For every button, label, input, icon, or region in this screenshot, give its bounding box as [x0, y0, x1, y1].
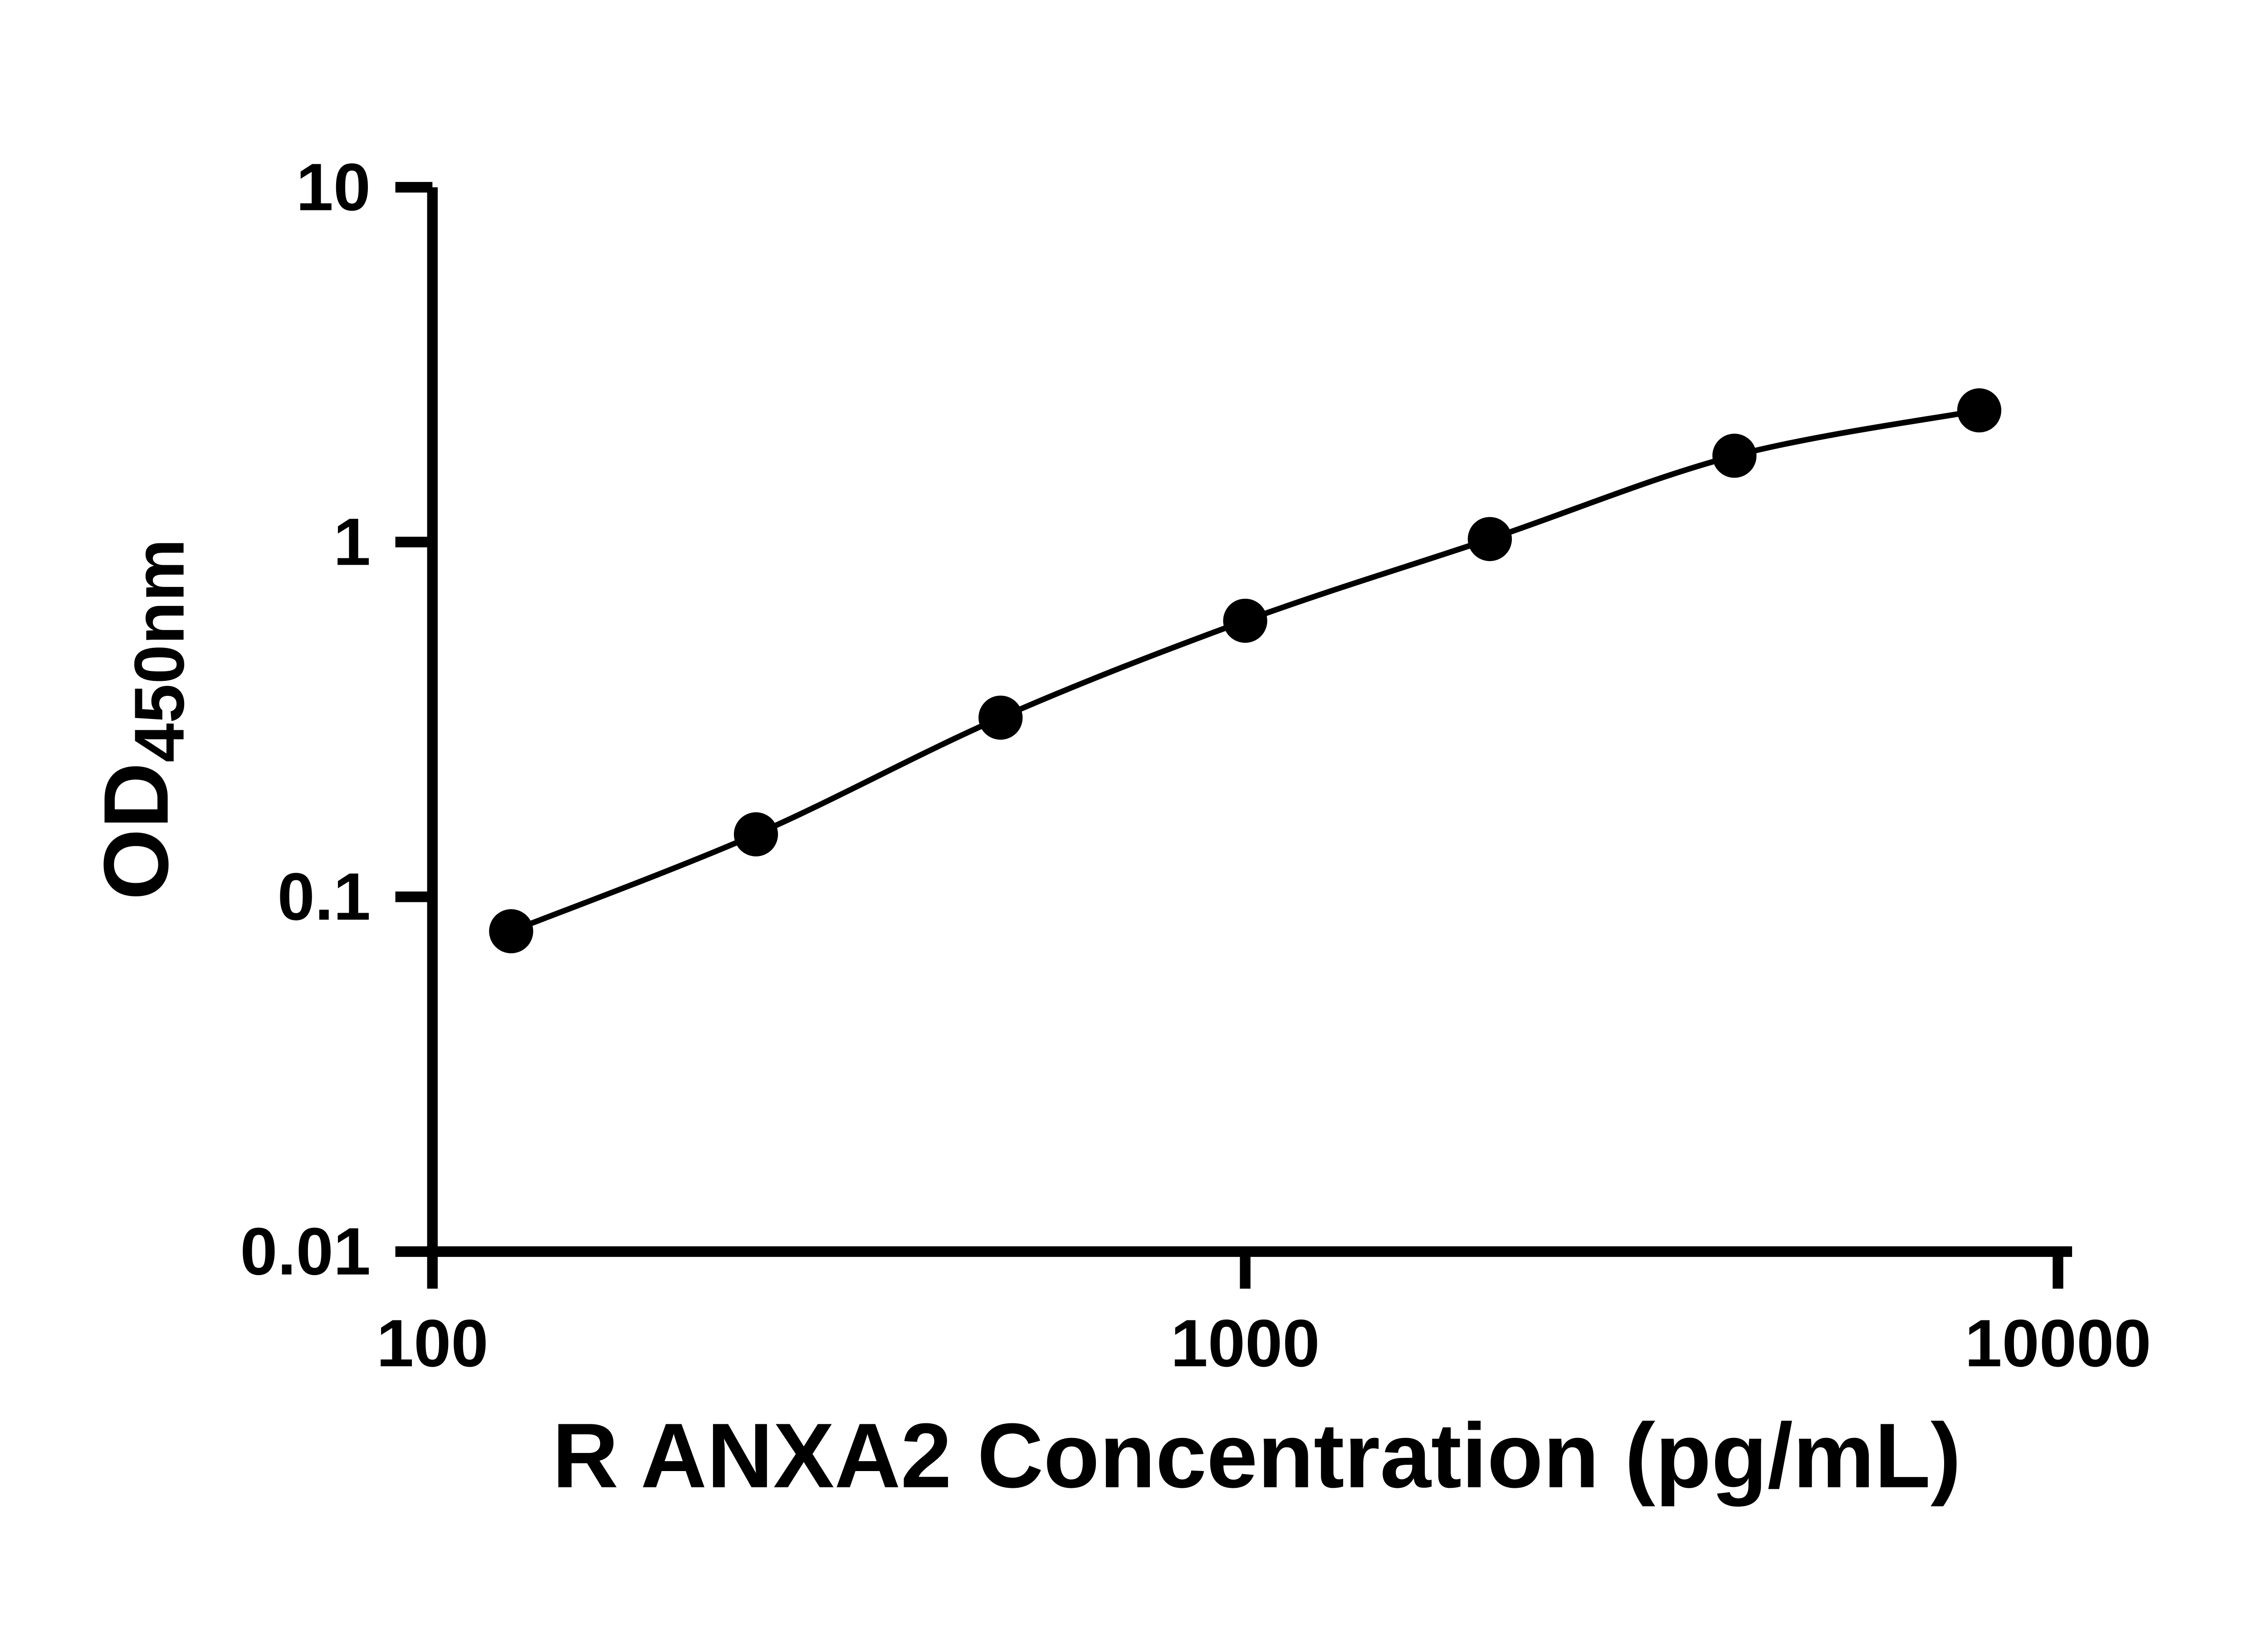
series-line — [510, 407, 1980, 934]
y-tick-label: 0.01 — [240, 1214, 371, 1289]
axes-spine — [427, 187, 2072, 1257]
data-point — [489, 909, 533, 953]
x-tick-label: 100 — [376, 1306, 489, 1381]
x-tick-label: 1000 — [1171, 1306, 1320, 1381]
data-point — [733, 812, 778, 856]
x-tick-label: 10000 — [1965, 1306, 2151, 1381]
y-axis-title-main: OD — [85, 763, 187, 900]
y-axis-title: OD450nm — [85, 539, 199, 900]
y-tick-label: 0.1 — [278, 860, 371, 934]
x-axis-title: R ANXA2 Concentration (pg/mL) — [552, 1404, 1961, 1507]
y-tick-label: 1 — [333, 504, 371, 579]
data-point — [1223, 598, 1267, 643]
data-point — [978, 695, 1023, 740]
y-tick-label: 10 — [296, 150, 371, 225]
data-point — [1712, 434, 1757, 478]
data-point — [1467, 517, 1512, 561]
y-axis-title-sub: 450nm — [120, 539, 199, 763]
data-point — [1957, 388, 2002, 433]
